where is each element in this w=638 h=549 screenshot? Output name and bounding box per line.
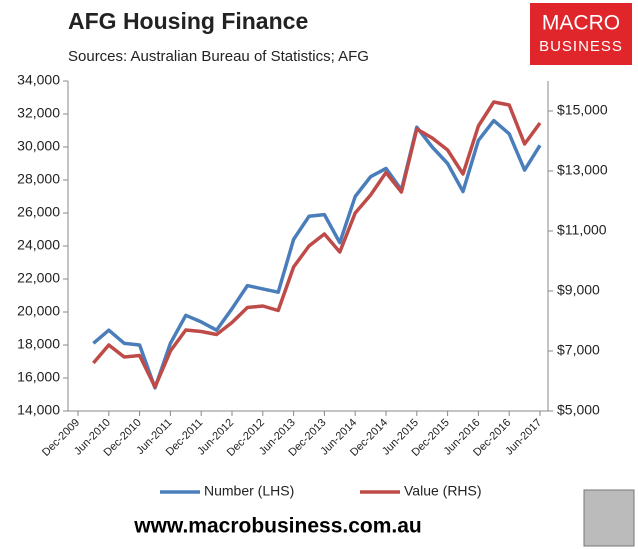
y2-tick-label: $15,000: [557, 102, 608, 118]
y-tick-label: 28,000: [17, 171, 60, 187]
y-tick-label: 26,000: [17, 204, 60, 220]
chart-subtitle: Sources: Australian Bureau of Statistics…: [68, 48, 369, 65]
series-line: [92, 118, 542, 390]
wolf-image: [583, 489, 635, 547]
logo-text: MACRO: [542, 12, 620, 35]
y-tick-label: 22,000: [17, 270, 60, 286]
y2-tick-label: $9,000: [557, 282, 600, 298]
logo-box: [530, 3, 632, 65]
y-tick-label: 24,000: [17, 237, 60, 253]
y2-tick-label: $7,000: [557, 342, 600, 358]
y-tick-label: 34,000: [17, 72, 60, 88]
y-tick-label: 18,000: [17, 336, 60, 352]
chart-title: AFG Housing Finance: [68, 8, 308, 34]
legend-label: Value (RHS): [404, 483, 482, 499]
y2-tick-label: $5,000: [557, 402, 600, 418]
series-line: [92, 100, 542, 389]
y-tick-label: 30,000: [17, 138, 60, 154]
footer: www.macrobusiness.com.au: [133, 515, 421, 538]
y2-tick-label: $11,000: [557, 222, 607, 238]
y-tick-label: 32,000: [17, 105, 60, 121]
y-tick-label: 16,000: [17, 369, 60, 385]
legend-label: Number (LHS): [204, 483, 294, 499]
y2-tick-label: $13,000: [557, 162, 608, 178]
y-tick-label: 14,000: [17, 402, 60, 418]
y-tick-label: 20,000: [17, 303, 60, 319]
logo-text: BUSINESS: [539, 38, 623, 55]
